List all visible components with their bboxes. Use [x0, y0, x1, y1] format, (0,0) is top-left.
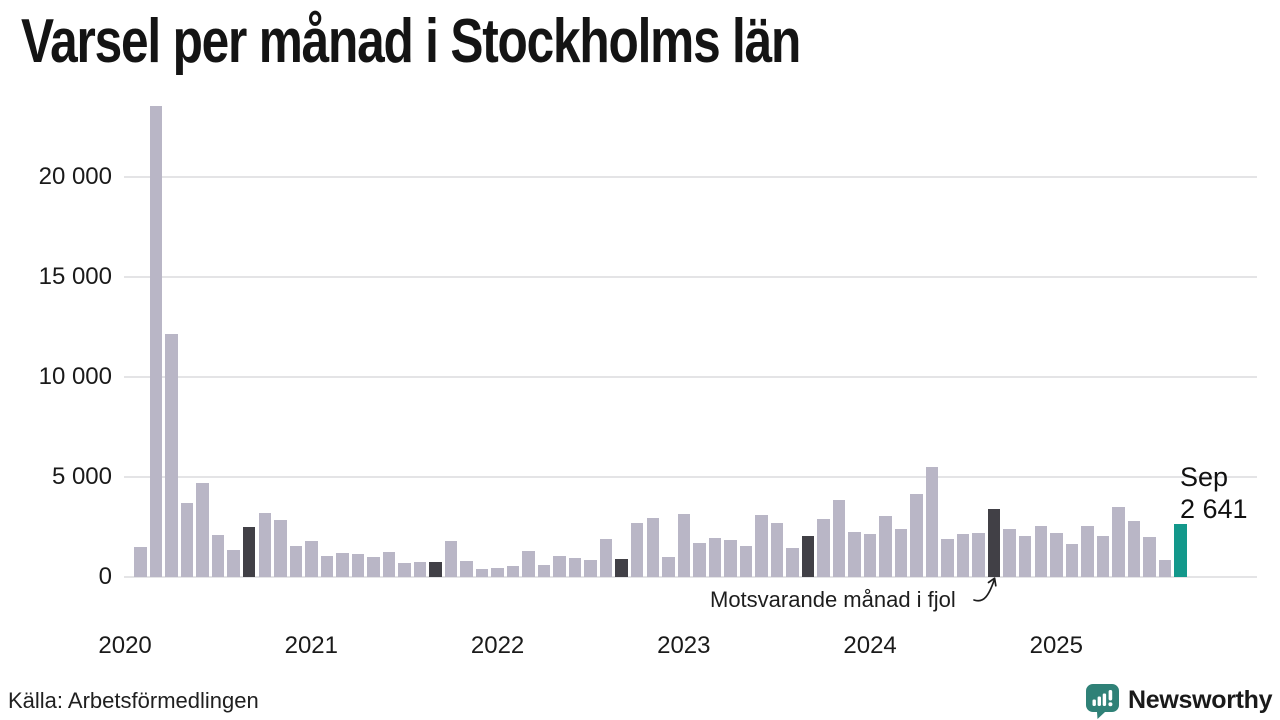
bar-2023-08 [786, 548, 799, 577]
gridline [124, 476, 1257, 478]
bar-2020-04 [165, 334, 178, 577]
bar-2025-08 [1158, 560, 1172, 577]
x-axis-year-label: 2022 [470, 632, 525, 659]
bar-2023-03 [708, 537, 722, 577]
bar-2024-07 [956, 534, 970, 577]
bar-2024-05 [925, 467, 939, 577]
x-axis-year-label: 2021 [284, 632, 338, 659]
bar-2022-12 [662, 556, 675, 577]
bar-2021-01 [305, 541, 318, 577]
bar-2024-06 [941, 539, 954, 577]
bar-2025-02 [1065, 544, 1079, 577]
chart-title: Varsel per månad i Stockholms län [21, 7, 801, 76]
x-axis-year-label: 2025 [1029, 632, 1083, 659]
y-axis-tick-label: 10 000 [38, 363, 112, 390]
bar-2024-11 [1018, 536, 1032, 577]
bar-2021-05 [367, 557, 380, 577]
bar-2023-02 [693, 543, 706, 577]
y-axis-tick-label: 20 000 [38, 163, 112, 190]
bar-2022-07 [584, 560, 597, 577]
newsworthy-logo-icon [1086, 684, 1119, 719]
bar-2021-03 [336, 553, 349, 577]
bar-2023-04 [724, 540, 737, 577]
bar-2021-12 [475, 569, 489, 577]
bar-2024-10 [1003, 529, 1016, 577]
y-axis-tick-label: 5 000 [51, 463, 112, 490]
bar-2022-11 [646, 518, 660, 577]
bar-2022-04 [537, 565, 551, 577]
bar-2022-08 [599, 539, 613, 577]
x-axis-year-label: 2024 [843, 632, 897, 659]
bar-2023-12 [848, 531, 861, 577]
bar-2021-07 [398, 563, 411, 577]
gridline [124, 376, 1257, 378]
annotation-arrow-icon [973, 577, 997, 602]
bar-2021-04 [351, 554, 365, 577]
bar-2021-02 [320, 556, 334, 577]
newsworthy-wordmark: Newsworthy [1128, 686, 1273, 714]
y-axis-tick-label: 15 000 [38, 263, 112, 290]
bar-2023-07 [770, 522, 784, 577]
bar-2025-05 [1112, 507, 1125, 577]
bar-2021-06 [382, 551, 396, 577]
bar-2024-03 [894, 529, 908, 577]
x-axis-year-label: 2020 [98, 632, 152, 659]
annotation-previous-year-label: Motsvarande månad i fjol [710, 587, 956, 612]
latest-value: 2 641 [1180, 494, 1248, 524]
bar-2024-08 [972, 533, 985, 577]
bar-2022-10 [630, 523, 644, 577]
bar-2024-09 [987, 509, 1001, 577]
bar-2020-05 [180, 503, 194, 577]
x-axis-year-label: 2023 [657, 632, 711, 659]
bar-2022-02 [506, 566, 520, 577]
x-axis-line [124, 576, 1257, 578]
bar-2025-07 [1143, 537, 1156, 577]
bar-2020-07 [211, 535, 225, 577]
bar-2020-06 [196, 482, 209, 577]
bar-2022-03 [522, 551, 535, 577]
bar-2020-03 [149, 106, 163, 577]
bar-2020-12 [289, 546, 303, 577]
bar-2022-01 [491, 568, 504, 577]
bar-2025-01 [1050, 532, 1063, 577]
bar-2023-05 [739, 546, 753, 577]
gridline [124, 276, 1257, 278]
bar-2023-01 [677, 514, 691, 577]
latest-value-label: Sep 2 641 [1180, 461, 1248, 525]
source-caption: Källa: Arbetsförmedlingen [8, 688, 259, 713]
bar-2020-08 [227, 550, 240, 577]
bar-2025-04 [1096, 536, 1110, 577]
bar-2021-10 [444, 541, 458, 577]
bar-2025-06 [1127, 521, 1141, 577]
bar-2020-11 [274, 520, 287, 577]
bar-2021-11 [460, 561, 473, 577]
bar-2022-06 [568, 558, 582, 577]
bar-2024-02 [879, 516, 892, 577]
bar-2020-10 [258, 512, 272, 577]
bar-2020-02 [134, 547, 147, 577]
bar-2024-12 [1034, 526, 1048, 577]
bar-2021-09 [429, 561, 442, 577]
y-axis-tick-label: 0 [98, 563, 112, 590]
bar-2022-09 [615, 559, 628, 577]
gridline [124, 176, 1257, 178]
bar-2021-08 [413, 561, 427, 577]
bar-2024-01 [863, 534, 877, 577]
bar-2024-04 [910, 494, 923, 577]
bar-2023-06 [755, 515, 768, 577]
bar-2025-03 [1081, 526, 1094, 577]
latest-month: Sep [1180, 462, 1229, 492]
bar-2020-09 [242, 526, 256, 577]
bar-2025-09 [1174, 524, 1187, 577]
bar-2023-11 [832, 500, 846, 577]
bar-2023-10 [817, 519, 830, 577]
bar-2022-05 [553, 556, 566, 577]
bar-2023-09 [801, 536, 815, 577]
newsworthy-brand[interactable]: Newsworthy [1084, 682, 1273, 719]
